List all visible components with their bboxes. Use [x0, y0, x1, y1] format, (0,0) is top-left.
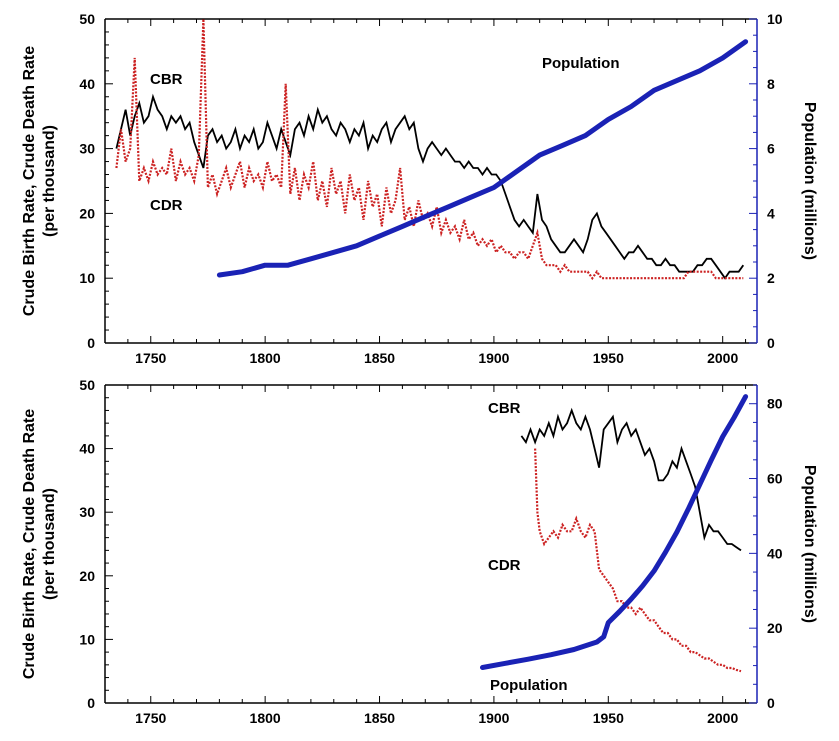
x-tick-label: 1750 [135, 350, 166, 366]
y-tick-label-left: 30 [79, 504, 95, 520]
y-tick-label-left: 40 [79, 76, 95, 92]
y-tick-label-left: 20 [79, 205, 95, 221]
y-tick-label-left: 0 [87, 695, 95, 711]
series-line-cbr [115, 93, 745, 280]
top-chart-panel: 1750 1800 1850 1900 1950 2000 0 10 20 30 40 50 0 2 4 6 8… [21, 11, 818, 366]
y-axis-title-left-line1: Crude Birth Rate, Crude Death Rate [21, 46, 38, 316]
y-tick-label-right: 0 [767, 695, 775, 711]
y-tick-label-right: 20 [767, 620, 783, 636]
series-label-population: Population [490, 677, 568, 694]
y-tick-label-left: 10 [79, 270, 95, 286]
x-tick-label: 1800 [250, 350, 281, 366]
y-tick-label-left: 30 [79, 141, 95, 157]
series-label-cdr: CDR [488, 557, 521, 574]
x-tick-label: 2000 [707, 710, 738, 726]
y-tick-label-right: 60 [767, 471, 783, 487]
y-tick-label-right: 2 [767, 270, 775, 286]
y-axis-title-right: Population (millions) [801, 465, 818, 623]
x-tick-label: 1950 [593, 350, 624, 366]
y-tick-label-left: 20 [79, 568, 95, 584]
x-tick-label: 2000 [707, 350, 738, 366]
y-tick-label-right: 6 [767, 141, 775, 157]
y-tick-label-right: 4 [767, 205, 775, 221]
x-tick-label: 1950 [593, 710, 624, 726]
series-line-cdr [534, 448, 742, 673]
y-tick-label-left: 40 [79, 441, 95, 457]
y-tick-label-right: 0 [767, 335, 775, 351]
y-tick-label-right: 10 [767, 11, 783, 27]
series-line-population [216, 39, 749, 278]
bottom-chart-panel: 1750 1800 1850 1900 1950 2000 0 10 20 30 40 50 0 20 40… [21, 377, 818, 726]
series-label-cbr: CBR [150, 71, 183, 88]
y-axis-title-left-line2: (per thousand) [41, 488, 58, 600]
x-tick-label: 1900 [478, 710, 509, 726]
x-tick-label: 1850 [364, 350, 395, 366]
series-line-cbr [520, 407, 742, 552]
y-tick-label-left: 50 [79, 11, 95, 27]
series-line-cdr [115, 18, 744, 281]
series-label-cdr: CDR [150, 197, 183, 214]
series-line-population [480, 394, 749, 670]
x-tick-label: 1900 [478, 350, 509, 366]
series-label-cbr: CBR [488, 400, 521, 417]
series-label-population: Population [542, 55, 620, 72]
x-tick-label: 1850 [364, 710, 395, 726]
y-axis-title-right: Population (millions) [801, 102, 818, 260]
x-tick-label: 1750 [135, 710, 166, 726]
y-tick-label-left: 0 [87, 335, 95, 351]
y-tick-label-left: 10 [79, 631, 95, 647]
y-tick-label-right: 80 [767, 396, 783, 412]
y-axis-title-left-line2: (per thousand) [41, 125, 58, 237]
y-tick-label-left: 50 [79, 377, 95, 393]
y-axis-title-left-line1: Crude Birth Rate, Crude Death Rate [21, 409, 38, 679]
y-tick-label-right: 8 [767, 76, 775, 92]
y-tick-label-right: 40 [767, 545, 783, 561]
x-tick-label: 1800 [250, 710, 281, 726]
